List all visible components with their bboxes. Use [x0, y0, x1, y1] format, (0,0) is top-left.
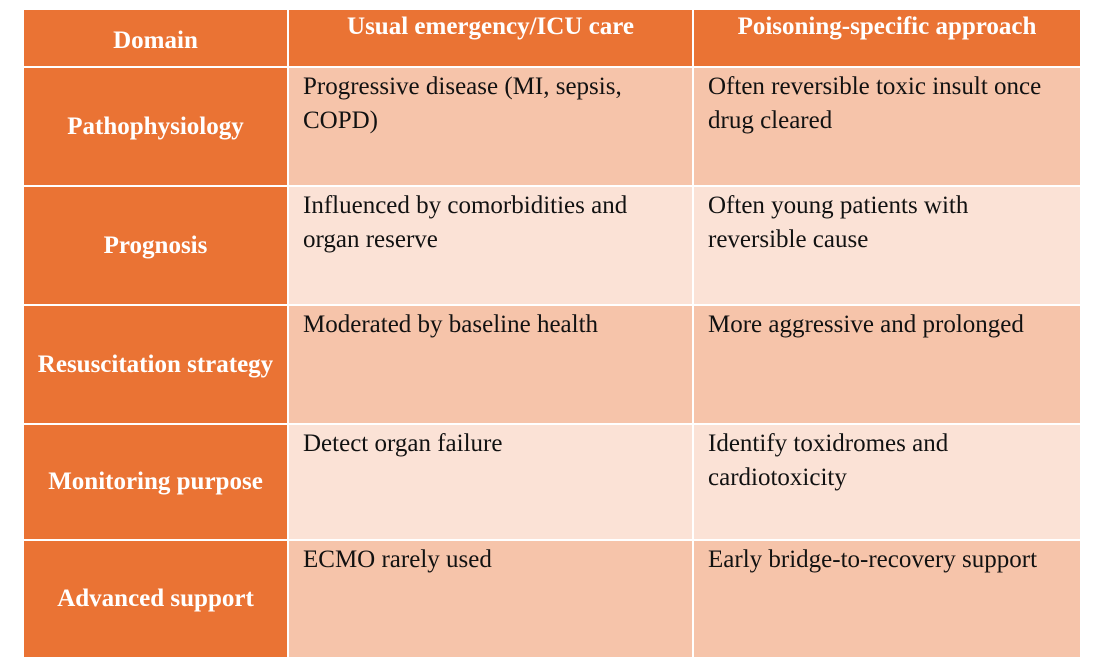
row-poisoning-cell: More aggressive and prolonged: [692, 304, 1082, 425]
row-poisoning-cell: Often young patients with reversible cau…: [692, 185, 1082, 306]
header-domain: Domain: [22, 8, 289, 68]
row-usual-cell: Progressive disease (MI, sepsis, COPD): [287, 66, 694, 187]
row-usual-cell: Influenced by comorbidities and organ re…: [287, 185, 694, 306]
table-row: Resuscitation strategy Moderated by base…: [22, 304, 1082, 425]
header-row: Domain Usual emergency/ICU care Poisonin…: [22, 8, 1082, 68]
row-poisoning-cell: Identify toxidromes and cardiotoxicity: [692, 423, 1082, 541]
header-poisoning-approach: Poisoning-specific approach: [692, 8, 1082, 68]
row-poisoning-cell: Early bridge-to-recovery support: [692, 539, 1082, 659]
table-row: Advanced support ECMO rarely used Early …: [22, 539, 1082, 659]
table-row: Prognosis Influenced by comorbidities an…: [22, 185, 1082, 306]
table-row: Monitoring purpose Detect organ failure …: [22, 423, 1082, 541]
comparison-table: Domain Usual emergency/ICU care Poisonin…: [22, 8, 1082, 659]
row-domain-cell: Advanced support: [22, 539, 289, 659]
row-usual-cell: Detect organ failure: [287, 423, 694, 541]
row-domain-cell: Monitoring purpose: [22, 423, 289, 541]
row-domain-cell: Resuscitation strategy: [22, 304, 289, 425]
row-domain-cell: Pathophysiology: [22, 66, 289, 187]
row-usual-cell: Moderated by baseline health: [287, 304, 694, 425]
header-usual-care: Usual emergency/ICU care: [287, 8, 694, 68]
table-row: Pathophysiology Progressive disease (MI,…: [22, 66, 1082, 187]
row-usual-cell: ECMO rarely used: [287, 539, 694, 659]
row-poisoning-cell: Often reversible toxic insult once drug …: [692, 66, 1082, 187]
row-domain-cell: Prognosis: [22, 185, 289, 306]
